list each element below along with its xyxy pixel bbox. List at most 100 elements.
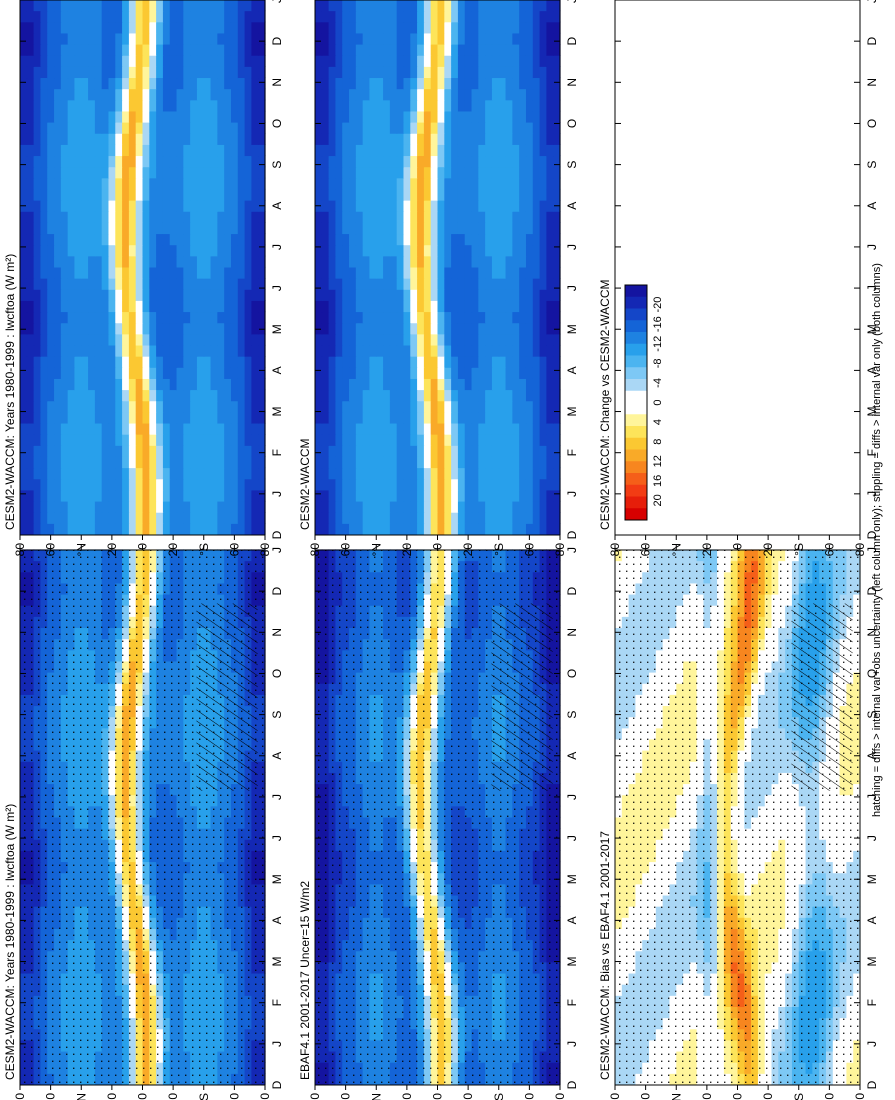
field-cell [115, 122, 123, 134]
field-cell [203, 500, 212, 513]
field-cell [156, 378, 164, 391]
field-cell [183, 434, 191, 446]
field-cell [33, 0, 42, 12]
field-cell [101, 0, 110, 12]
field-cell [203, 344, 212, 357]
field-cell [40, 278, 48, 290]
field-cell [230, 55, 239, 67]
field-cell [33, 99, 42, 112]
field-cell [183, 500, 191, 513]
field-cell [190, 289, 198, 301]
field-cell [142, 233, 150, 246]
field-cell [210, 200, 218, 212]
field-cell [203, 88, 212, 101]
field-cell [183, 88, 191, 101]
field-cell [54, 133, 62, 145]
field-cell [190, 389, 198, 402]
field-cell [203, 255, 212, 268]
field-cell [20, 523, 28, 535]
field-cell [162, 512, 171, 524]
field-cell [67, 155, 76, 168]
field-cell [26, 422, 35, 435]
field-cell [81, 233, 89, 246]
field-cell [67, 456, 76, 469]
field-cell [251, 43, 259, 56]
field-cell [217, 122, 225, 134]
field-cell [251, 32, 259, 45]
field-cell [169, 211, 178, 223]
field-cell [162, 356, 171, 368]
field-cell [156, 155, 164, 168]
field-cell [203, 66, 212, 79]
field-cell [115, 66, 123, 79]
field-cell [26, 244, 35, 257]
field-cell [33, 300, 42, 313]
field-cell [33, 344, 42, 357]
field-cell [217, 177, 225, 190]
field-cell [47, 422, 55, 435]
field-cell [258, 523, 266, 535]
field-cell [258, 233, 266, 246]
field-cell [94, 77, 103, 90]
field-cell [176, 155, 184, 168]
field-cell [54, 378, 62, 391]
field-cell [33, 333, 42, 346]
field-cell [108, 21, 116, 34]
field-cell [26, 0, 35, 12]
field-cell [196, 166, 205, 179]
field-cell [81, 434, 89, 446]
field-cell [20, 55, 28, 67]
field-cell [224, 144, 232, 157]
field-cell [122, 43, 130, 56]
field-cell [74, 378, 82, 391]
field-cell [88, 255, 96, 268]
field-cell [33, 222, 42, 235]
field-cell [101, 489, 110, 502]
field-cell [251, 333, 259, 346]
field-cell [190, 122, 198, 134]
field-cell [67, 43, 76, 56]
field-cell [135, 367, 144, 379]
field-cell [217, 166, 225, 179]
field-cell [101, 10, 110, 23]
field-cell [196, 144, 205, 157]
field-cell [135, 211, 144, 223]
field-cell [128, 300, 137, 313]
field-cell [237, 155, 246, 168]
field-cell [128, 122, 137, 134]
field-cell [203, 133, 212, 145]
field-cell [81, 211, 89, 223]
field-cell [230, 311, 239, 324]
field-cell [251, 222, 259, 235]
field-cell [190, 177, 198, 190]
field-cell [54, 389, 62, 402]
field-cell [217, 389, 225, 402]
field-cell [81, 467, 89, 480]
field-cell [169, 110, 178, 123]
field-cell [169, 422, 178, 435]
field-cell [135, 99, 144, 112]
field-cell [176, 55, 184, 67]
field-cell [237, 144, 246, 157]
field-cell [40, 478, 48, 491]
field-cell [40, 122, 48, 134]
field-cell [94, 144, 103, 157]
field-cell [210, 32, 218, 45]
field-cell [20, 422, 28, 435]
field-cell [47, 289, 55, 301]
month-label: D [270, 36, 284, 45]
field-cell [67, 177, 76, 190]
field-cell [156, 21, 164, 34]
field-cell [135, 300, 144, 313]
field-cell [122, 110, 130, 123]
field-cell [54, 400, 62, 413]
field-cell [258, 43, 266, 56]
field-cell [210, 456, 218, 469]
field-cell [162, 311, 171, 324]
field-cell [81, 144, 89, 157]
field-cell [88, 344, 96, 357]
field-cell [217, 478, 225, 491]
field-cell [54, 43, 62, 56]
field-cell [67, 389, 76, 402]
field-cell [196, 43, 205, 56]
